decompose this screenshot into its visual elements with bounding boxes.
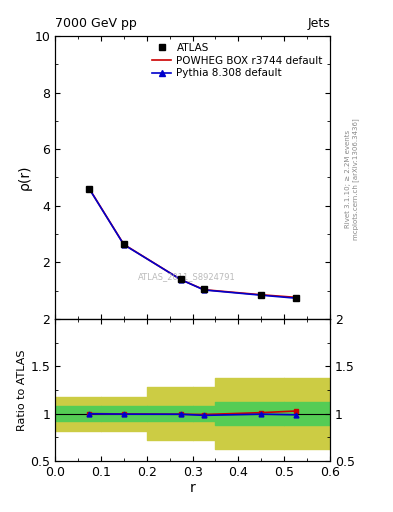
X-axis label: r: r [190, 481, 195, 496]
Text: mcplots.cern.ch [arXiv:1306.3436]: mcplots.cern.ch [arXiv:1306.3436] [352, 118, 359, 240]
ATLAS [293, 295, 298, 301]
Y-axis label: Ratio to ATLAS: Ratio to ATLAS [17, 349, 28, 431]
Text: ATLAS_2011_S8924791: ATLAS_2011_S8924791 [138, 272, 236, 281]
Line: ATLAS: ATLAS [86, 185, 299, 302]
Legend: ATLAS, POWHEG BOX r3744 default, Pythia 8.308 default: ATLAS, POWHEG BOX r3744 default, Pythia … [151, 41, 325, 80]
ATLAS [179, 276, 184, 283]
Text: Jets: Jets [307, 17, 330, 30]
ATLAS [202, 286, 206, 292]
ATLAS [121, 241, 126, 247]
Text: 7000 GeV pp: 7000 GeV pp [55, 17, 137, 30]
Text: Rivet 3.1.10; ≥ 2.2M events: Rivet 3.1.10; ≥ 2.2M events [345, 130, 351, 228]
Y-axis label: ρ(r): ρ(r) [18, 165, 31, 190]
ATLAS [259, 292, 264, 298]
ATLAS [87, 186, 92, 192]
